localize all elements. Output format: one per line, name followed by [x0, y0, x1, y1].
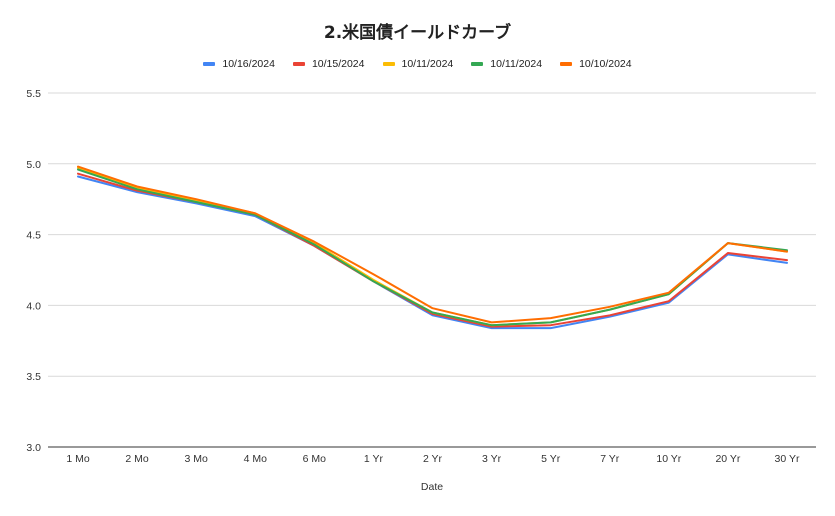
x-tick-label: 30 Yr: [775, 453, 800, 465]
legend-item[interactable]: 10/11/2024: [471, 58, 542, 70]
series-line-5: [77, 165, 788, 324]
legend-item[interactable]: 10/16/2024: [203, 58, 275, 70]
legend-item[interactable]: 10/10/2024: [560, 58, 632, 70]
x-tick-label: 1 Mo: [66, 453, 90, 465]
y-tick-label: 5.0: [26, 159, 41, 171]
legend-label: 10/11/2024: [401, 58, 454, 70]
legend-swatch: [471, 62, 484, 66]
x-tick-label: 2 Mo: [125, 453, 149, 465]
legend-label: 10/15/2024: [311, 58, 365, 70]
series-line-3: [77, 167, 788, 327]
x-tick-label: 6 Mo: [303, 453, 327, 465]
chart-legend: 10/16/2024 10/15/2024 10/11/2024 10/11/2024…: [0, 58, 835, 70]
x-tick-label: 4 Mo: [244, 453, 268, 465]
legend-swatch: [560, 62, 573, 66]
y-tick-label: 4.0: [26, 300, 41, 312]
series-line-1: [77, 175, 788, 330]
y-tick-label: 3.0: [26, 442, 41, 454]
legend-item[interactable]: 10/15/2024: [292, 58, 365, 70]
x-tick-label: 2 Yr: [423, 453, 443, 465]
x-tick-label: 20 Yr: [715, 453, 740, 465]
y-tick-label: 3.5: [26, 371, 41, 383]
legend-swatch: [203, 62, 216, 66]
x-tick-label: 3 Yr: [482, 453, 502, 465]
legend-label: 10/16/2024: [222, 58, 275, 70]
y-tick-label: 5.5: [26, 88, 41, 100]
legend-swatch: [292, 62, 305, 66]
x-tick-label: 7 Yr: [600, 453, 620, 465]
x-axis-title: Date: [421, 481, 443, 493]
legend-label: 10/10/2024: [579, 58, 632, 70]
x-tick-label: 3 Mo: [184, 453, 208, 465]
legend-item[interactable]: 10/11/2024: [382, 58, 454, 70]
x-tick-label: 5 Yr: [541, 453, 561, 465]
x-tick-label: 1 Yr: [364, 453, 384, 465]
legend-label: 10/11/2024: [490, 58, 543, 70]
x-tick-label: 10 Yr: [656, 453, 681, 465]
legend-swatch: [382, 62, 395, 66]
y-tick-label: 4.5: [26, 230, 41, 242]
chart-title: 2.米国債イールドカーブ: [323, 23, 512, 43]
series-line-4: [77, 168, 788, 327]
